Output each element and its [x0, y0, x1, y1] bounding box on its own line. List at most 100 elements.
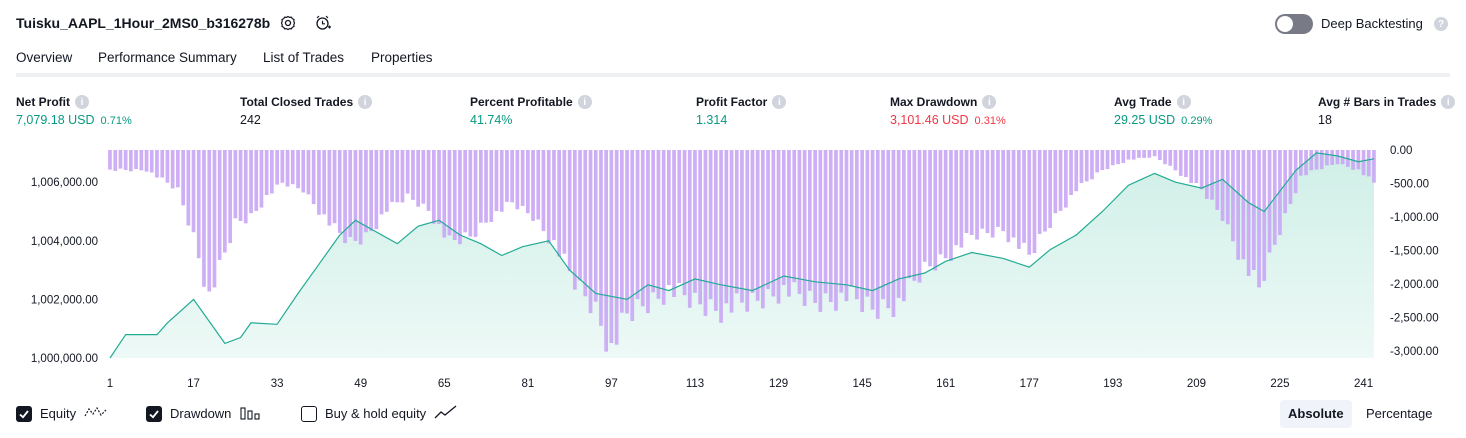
- drawdown-bar: [797, 150, 802, 294]
- drawdown-bar: [708, 150, 713, 300]
- absolute-button[interactable]: Absolute: [1280, 400, 1352, 428]
- drawdown-bar: [144, 150, 149, 172]
- info-icon[interactable]: i: [75, 95, 89, 109]
- drawdown-bar: [891, 150, 896, 317]
- drawdown-bar: [912, 150, 917, 281]
- right-axis-tick-label: -1,000.00: [1390, 212, 1439, 224]
- metric-avg-trade: Avg Trade i 29.25 USD 0.29%: [1114, 95, 1212, 127]
- drawdown-bar: [546, 150, 551, 244]
- drawdown-bar: [933, 150, 938, 271]
- drawdown-bar: [776, 150, 781, 304]
- info-icon[interactable]: i: [577, 95, 592, 109]
- drawdown-bar: [1090, 150, 1094, 180]
- drawdown-bar: [902, 150, 906, 302]
- drawdown-bar: [290, 150, 295, 185]
- drawdown-bar: [1173, 150, 1178, 171]
- drawdown-bar: [938, 150, 943, 255]
- drawdown-bar: [552, 150, 556, 241]
- drawdown-bar: [881, 150, 885, 300]
- drawdown-bar: [656, 150, 661, 299]
- drawdown-bar: [907, 150, 911, 279]
- drawdown-bar: [306, 150, 311, 195]
- drawdown-bar: [442, 150, 447, 238]
- drawdown-toggle[interactable]: Drawdown: [146, 404, 261, 423]
- drawdown-bar: [1215, 150, 1220, 210]
- equity-toggle[interactable]: Equity: [16, 404, 108, 423]
- drawdown-bar: [358, 150, 363, 245]
- drawdown-bar: [1116, 150, 1120, 165]
- equity-area: [110, 152, 1374, 358]
- percentage-button[interactable]: Percentage: [1366, 406, 1433, 421]
- buy-hold-checkbox[interactable]: [301, 405, 317, 422]
- drawdown-bar: [1319, 150, 1324, 170]
- metric-label: Max Drawdown: [890, 95, 978, 109]
- drawdown-bar: [1048, 150, 1052, 228]
- equity-checkbox[interactable]: [16, 405, 32, 422]
- drawdown-bar: [1257, 150, 1261, 288]
- info-icon[interactable]: i: [982, 95, 997, 109]
- drawdown-bar: [405, 150, 410, 194]
- drawdown-bar: [505, 150, 509, 202]
- equity-line: [109, 152, 1375, 359]
- drawdown-bar: [578, 150, 582, 281]
- tab-performance-summary[interactable]: Performance Summary: [98, 50, 237, 65]
- right-axis-tick-label: 0.00: [1390, 145, 1412, 157]
- drawdown-bar: [693, 150, 697, 293]
- drawdown-bar: [1205, 150, 1209, 199]
- strategy-title: Tuisku_AAPL_1Hour_2MS0_b316278b: [16, 15, 271, 31]
- drawdown-bar: [1001, 150, 1005, 232]
- drawdown-bar: [593, 150, 598, 302]
- info-icon[interactable]: i: [358, 95, 373, 109]
- drawdown-bar: [823, 150, 828, 294]
- drawdown-bar: [270, 150, 274, 194]
- drawdown-bar: [1252, 150, 1256, 270]
- drawdown-bar: [259, 150, 264, 208]
- drawdown-bar: [285, 150, 290, 187]
- metric-profit-factor: Profit Factor i 1.314: [696, 95, 787, 127]
- drawdown-bar: [714, 150, 718, 311]
- drawdown-bar: [1210, 150, 1214, 200]
- add-alert-icon[interactable]: [313, 13, 333, 33]
- drawdown-bar: [437, 150, 441, 224]
- drawdown-bar: [860, 150, 864, 312]
- drawdown-bar: [651, 150, 655, 293]
- gear-icon[interactable]: [278, 13, 298, 33]
- help-icon[interactable]: ?: [1434, 17, 1448, 31]
- x-axis-tick-label: 177: [1020, 378, 1039, 390]
- deep-backtesting-toggle[interactable]: [1275, 14, 1313, 34]
- drawdown-bar: [515, 150, 520, 210]
- drawdown-bar: [390, 150, 394, 202]
- metric-sub: 0.71%: [100, 115, 132, 127]
- info-icon[interactable]: i: [772, 95, 787, 109]
- drawdown-bar: [526, 150, 530, 214]
- drawdown-bar: [1074, 150, 1079, 192]
- drawdown-bar: [719, 150, 723, 323]
- drawdown-bar: [1053, 150, 1058, 214]
- drawdown-bar: [1278, 150, 1282, 236]
- drawdown-bar: [1043, 150, 1047, 232]
- drawdown-bar: [1241, 150, 1246, 260]
- drawdown-bar: [264, 150, 269, 195]
- drawdown-bar: [896, 150, 901, 298]
- buy-hold-toggle[interactable]: Buy & hold equity: [301, 404, 458, 423]
- drawdown-bar: [139, 150, 144, 171]
- info-icon[interactable]: i: [1176, 95, 1191, 109]
- right-axis-tick-label: -3,000.00: [1390, 346, 1439, 358]
- drawdown-bar: [1126, 150, 1131, 160]
- drawdown-bar: [1064, 150, 1068, 208]
- tab-list-of-trades[interactable]: List of Trades: [263, 50, 345, 65]
- drawdown-bar: [385, 150, 389, 212]
- info-icon[interactable]: i: [1441, 95, 1456, 109]
- drawdown-bar: [337, 150, 342, 233]
- tab-properties[interactable]: Properties: [371, 50, 433, 65]
- drawdown-checkbox[interactable]: [146, 405, 162, 422]
- drawdown-bar: [771, 150, 776, 297]
- metric-label: Avg # Bars in Trades: [1318, 95, 1437, 109]
- drawdown-bar: [1121, 150, 1126, 163]
- x-axis-tick-label: 193: [1103, 378, 1122, 390]
- equity-drawdown-chart[interactable]: 1,000,000.00 1,002,000.00 1,004,000.00 1,00…: [0, 140, 1466, 398]
- drawdown-bar: [672, 150, 676, 297]
- drawdown-bar: [875, 150, 880, 319]
- drawdown-bar: [698, 150, 702, 305]
- drawdown-bar: [682, 150, 687, 296]
